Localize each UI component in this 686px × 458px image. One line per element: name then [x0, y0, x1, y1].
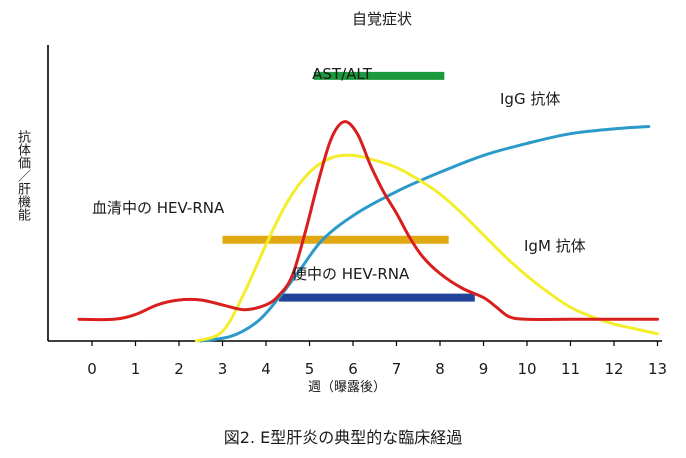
x-tick-label: 8 [435, 360, 445, 378]
x-tick-label: 13 [648, 360, 667, 378]
axes: 0 1 2 3 4 5 6 7 8 9 10 11 12 13 [47, 45, 667, 378]
x-tick-label: 5 [305, 360, 315, 378]
x-tick-label: 11 [561, 360, 580, 378]
igg-antibody-line [199, 125, 651, 343]
x-tick-label: 7 [392, 360, 402, 378]
x-tick-label: 10 [517, 360, 536, 378]
x-tick-label: 4 [261, 360, 271, 378]
stool-hev-rna-label: 便中の HEV-RNA [292, 265, 410, 283]
x-tick-label: 1 [131, 360, 141, 378]
y-axis-title: 抗体価／肝機能 [15, 130, 30, 221]
hepatitis-e-course-chart: 0 1 2 3 4 5 6 7 8 9 10 11 12 13 自覚症状 血清中の HEV-RNA 便中の… [47, 10, 667, 395]
x-tick-label: 3 [218, 360, 228, 378]
serum-hev-rna-label: 血清中の HEV-RNA [92, 199, 225, 217]
igm-antibody-line [194, 153, 659, 343]
x-axis-title: 週（曝露後） [308, 380, 386, 395]
x-tick-label: 6 [348, 360, 358, 378]
ast-alt-label: AST/ALT [312, 65, 373, 83]
x-tick-label: 2 [174, 360, 184, 378]
x-tick-label: 12 [604, 360, 623, 378]
igg-label: IgG 抗体 [500, 90, 560, 108]
symptoms-label: 自覚症状 [352, 10, 412, 28]
x-tick-label: 0 [87, 360, 97, 378]
x-tick-label: 9 [479, 360, 489, 378]
figure-caption: 図2. E型肝炎の典型的な臨床経過 [223, 428, 463, 447]
ast-alt-line [77, 120, 659, 322]
igm-label: IgM 抗体 [524, 237, 586, 255]
